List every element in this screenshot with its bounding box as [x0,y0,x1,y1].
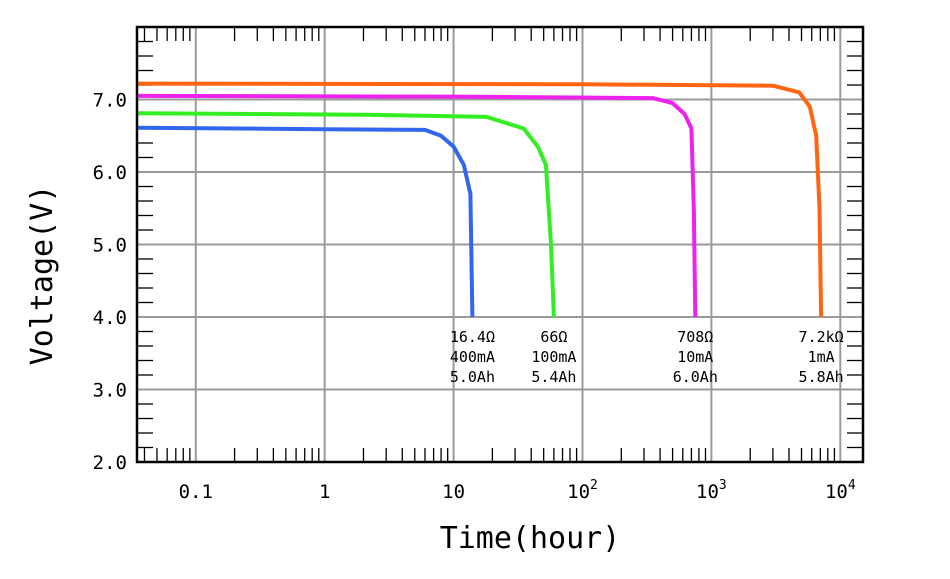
series-line-3 [136,81,824,318]
x-tick-label: 10 [442,481,465,503]
y-tick-label: 2.0 [93,452,127,474]
series-annotation-2: 10mA [677,348,713,366]
series-annotation-3: 5.8Ah [799,368,844,386]
y-tick-label: 6.0 [93,162,127,184]
x-tick-label: 103 [696,478,727,503]
series-annotation-3: 7.2kΩ [799,328,844,346]
plot-frame [135,25,865,464]
series-annotation-2: 6.0Ah [673,368,718,386]
x-tick-labels: 0.1 1 10 102 103 104 [179,478,856,503]
x-tick-label: 102 [567,478,598,503]
series-annotation-0: 400mA [450,348,495,366]
series-line-0 [136,125,475,318]
series-annotation-0: 16.4Ω [450,328,495,346]
y-tick-label: 3.0 [93,380,127,402]
y-tick-label: 7.0 [93,90,127,112]
series-annotation-0: 5.0Ah [450,368,495,386]
y-tick-label: 4.0 [93,307,127,329]
series-annotation-2: 708Ω [677,328,713,346]
series-annotation-1: 5.4Ah [531,368,576,386]
y-tick-label: 5.0 [93,235,127,257]
y-tick-labels: 2.0 3.0 4.0 5.0 6.0 7.0 [93,90,127,475]
x-axis-label: Time(hour) [440,521,621,556]
series-lines [136,81,824,318]
x-tick-label: 0.1 [179,481,213,503]
series-annotations: 16.4Ω 400mA 5.0Ah 66Ω 100mA 5.4Ah 708Ω 10mA 6.0A… [450,328,844,386]
series-annotation-3: 1mA [808,348,835,366]
x-tick-label: 104 [825,478,856,503]
y-axis-label: Voltage(V) [25,185,60,366]
series-line-2 [136,93,698,318]
series-annotation-1: 66Ω [540,328,567,346]
grid-lines [137,27,863,463]
series-line-1 [136,111,556,318]
series-annotation-1: 100mA [531,348,576,366]
x-tick-label: 1 [319,481,330,503]
